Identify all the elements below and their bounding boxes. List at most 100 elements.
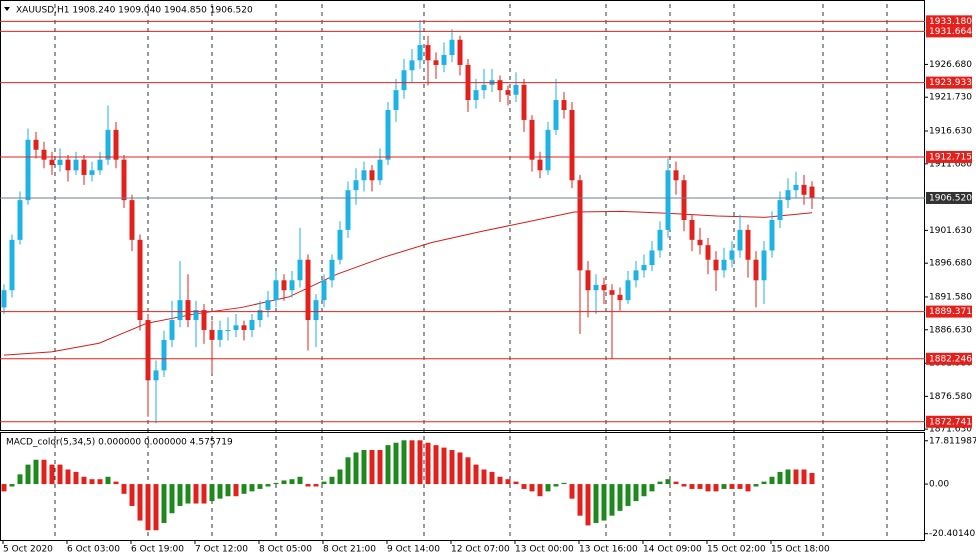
candle-body bbox=[217, 329, 223, 340]
macd-bar bbox=[801, 469, 807, 485]
candle-body bbox=[505, 90, 511, 95]
candle-body bbox=[561, 100, 567, 111]
macd-bar bbox=[433, 445, 439, 485]
macd-bar bbox=[497, 476, 503, 485]
macd-bar bbox=[49, 464, 55, 485]
menu-arrow[interactable] bbox=[4, 7, 10, 11]
candle-body bbox=[257, 310, 263, 321]
candle-body bbox=[65, 159, 71, 171]
candle-body bbox=[289, 280, 295, 291]
candle-body bbox=[193, 310, 199, 321]
candle-body bbox=[345, 190, 351, 230]
macd-bar bbox=[169, 484, 175, 514]
macd-bar bbox=[777, 471, 783, 485]
candle-body bbox=[137, 239, 143, 321]
macd-bar bbox=[401, 440, 407, 485]
macd-bar bbox=[449, 450, 455, 485]
macd-bar bbox=[633, 484, 639, 502]
macd-bar bbox=[257, 484, 263, 489]
candle-body bbox=[185, 300, 191, 321]
x-tick-label: 8 Oct 05:00 bbox=[259, 545, 312, 555]
candle-body bbox=[209, 329, 215, 340]
y-tick-label: 1896.680 bbox=[929, 259, 972, 269]
candle-body bbox=[705, 245, 711, 260]
macd-bar bbox=[281, 480, 287, 485]
candle-body bbox=[9, 239, 15, 291]
macd-bar bbox=[153, 484, 159, 531]
macd-bar bbox=[737, 484, 743, 489]
macd-bar bbox=[481, 469, 487, 485]
candle-body bbox=[425, 45, 431, 61]
candle-body bbox=[201, 310, 207, 330]
candle-body bbox=[337, 229, 343, 260]
candle-body bbox=[745, 229, 751, 260]
macd-bar bbox=[265, 484, 271, 487]
macd-bar bbox=[513, 481, 519, 485]
y-tick-label: 1886.630 bbox=[929, 325, 972, 335]
macd-bar bbox=[785, 469, 791, 485]
macd-bar bbox=[33, 459, 39, 485]
moving-average bbox=[3, 210, 813, 356]
candle-body bbox=[89, 170, 95, 175]
level-label: 1933.180 bbox=[929, 17, 972, 27]
y-tick-label: 1871.630 bbox=[929, 425, 972, 435]
macd-bar bbox=[705, 484, 711, 492]
candle-body bbox=[177, 300, 183, 321]
candle-body bbox=[761, 250, 767, 281]
macd-bar bbox=[377, 450, 383, 485]
candle-body bbox=[169, 320, 175, 340]
level-label-box bbox=[926, 150, 972, 163]
level-label-box bbox=[926, 305, 972, 318]
macd-bar bbox=[561, 482, 567, 485]
candle-body bbox=[481, 84, 487, 91]
candle-body bbox=[449, 39, 455, 56]
candle-body bbox=[33, 139, 39, 150]
candle-body bbox=[713, 259, 719, 271]
x-tick-label: 15 Oct 02:00 bbox=[707, 545, 766, 555]
y-tick-label: 1926.680 bbox=[929, 60, 972, 70]
macd-bar bbox=[113, 481, 119, 485]
macd-bar bbox=[577, 484, 583, 516]
macd-bar bbox=[537, 484, 543, 497]
macd-bar bbox=[729, 484, 735, 489]
macd-bar bbox=[89, 479, 95, 485]
x-tick-label: 6 Oct 19:00 bbox=[131, 545, 184, 555]
candle-body bbox=[457, 39, 463, 65]
x-tick-label: 5 Oct 2020 bbox=[3, 545, 53, 555]
candle-body bbox=[553, 100, 559, 130]
macd-bar bbox=[713, 484, 719, 492]
candle-body bbox=[369, 170, 375, 181]
macd-bar bbox=[409, 440, 415, 485]
x-tick-label: 6 Oct 03:00 bbox=[67, 545, 120, 555]
macd-bar bbox=[217, 484, 223, 499]
x-tick-label: 13 Oct 16:00 bbox=[579, 545, 638, 555]
candle-body bbox=[265, 300, 271, 311]
candle-body bbox=[785, 190, 791, 201]
candle-body bbox=[641, 265, 647, 271]
candle-body bbox=[809, 186, 815, 198]
level-label: 1872.741 bbox=[929, 417, 972, 427]
candle-body bbox=[393, 90, 399, 111]
candle-body bbox=[673, 170, 679, 181]
macd-bar bbox=[65, 469, 71, 485]
macd-bar bbox=[609, 484, 615, 516]
candle-body bbox=[529, 119, 535, 160]
candle-body bbox=[737, 229, 743, 251]
candle-body bbox=[697, 239, 703, 246]
candle-body bbox=[545, 129, 551, 171]
macd-bar bbox=[665, 479, 671, 485]
candle-body bbox=[153, 370, 159, 381]
macd-bar bbox=[697, 484, 703, 489]
macd-bar bbox=[769, 476, 775, 485]
macd-bar bbox=[601, 484, 607, 521]
y-tick-label: 1901.630 bbox=[929, 226, 972, 236]
macd-bar bbox=[273, 482, 279, 485]
macd-bar bbox=[793, 469, 799, 485]
macd-bar bbox=[97, 479, 103, 485]
candle-body bbox=[769, 219, 775, 251]
macd-bar bbox=[521, 484, 527, 489]
y-tick-label: 0.00 bbox=[929, 480, 949, 490]
macd-bar bbox=[393, 442, 399, 485]
x-tick-label: 8 Oct 21:00 bbox=[323, 545, 376, 555]
